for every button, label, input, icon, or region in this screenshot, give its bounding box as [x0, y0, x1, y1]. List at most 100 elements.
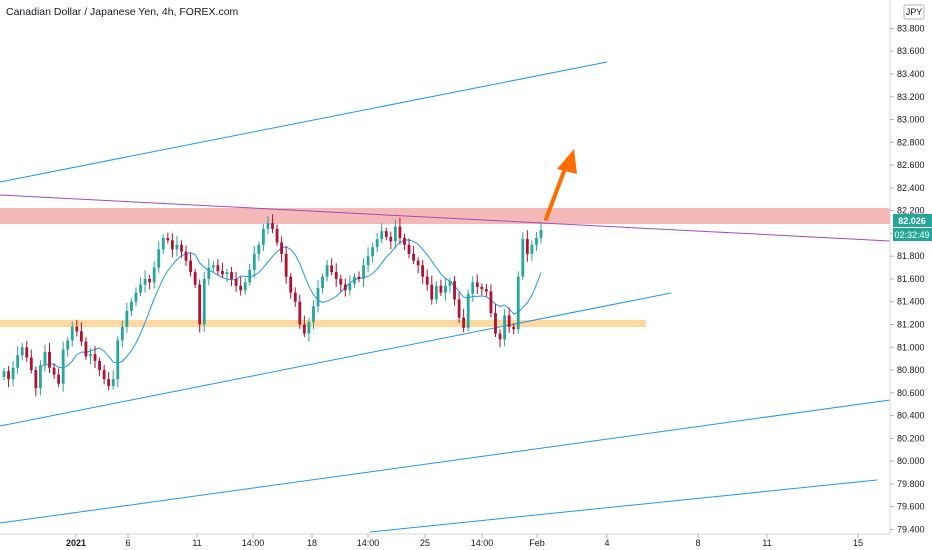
candle[interactable] [52, 363, 56, 379]
candle[interactable] [457, 292, 461, 323]
candle[interactable] [148, 274, 152, 290]
candle[interactable] [475, 274, 479, 294]
candle[interactable] [11, 360, 15, 387]
candle[interactable] [29, 349, 33, 374]
candle[interactable] [16, 346, 20, 374]
candle[interactable] [175, 235, 179, 257]
candle[interactable] [66, 337, 70, 357]
moving-average-line[interactable] [40, 239, 542, 369]
candle[interactable] [535, 231, 538, 251]
candle[interactable] [375, 232, 379, 253]
candle[interactable] [330, 258, 334, 276]
price-axis[interactable]: 83.800 83.600 83.400 83.200 83.000 82.800 82.6… [889, 0, 932, 534]
candle[interactable] [239, 276, 243, 296]
candle[interactable] [280, 236, 284, 262]
candle[interactable] [61, 341, 65, 392]
candle[interactable] [243, 278, 247, 295]
bullish-arrow[interactable] [544, 149, 577, 221]
candle[interactable] [284, 245, 288, 284]
candle[interactable] [211, 260, 215, 273]
candle[interactable] [193, 268, 197, 289]
candle[interactable] [289, 273, 293, 299]
candle[interactable] [384, 227, 388, 241]
candle[interactable] [448, 277, 452, 293]
candle[interactable] [307, 317, 311, 342]
candle[interactable] [25, 341, 29, 362]
candle[interactable] [230, 266, 233, 287]
candle[interactable] [348, 275, 352, 296]
candle[interactable] [202, 271, 206, 332]
currency-badge[interactable]: JPY [903, 4, 925, 20]
candle[interactable] [107, 372, 111, 391]
candle[interactable] [120, 320, 124, 348]
candle[interactable] [453, 275, 456, 306]
candle[interactable] [516, 271, 520, 334]
candle[interactable] [412, 245, 415, 265]
candle[interactable] [70, 321, 74, 347]
candle[interactable] [98, 357, 101, 377]
candle[interactable] [462, 308, 466, 333]
candle[interactable] [380, 223, 384, 244]
candle[interactable] [111, 370, 115, 390]
candle[interactable] [507, 307, 511, 333]
candle[interactable] [389, 231, 393, 250]
candle[interactable] [275, 224, 279, 246]
candle[interactable] [266, 216, 270, 235]
candle[interactable] [471, 276, 475, 302]
candle[interactable] [257, 241, 261, 261]
candle[interactable] [143, 270, 147, 293]
candle[interactable] [48, 342, 51, 374]
candle[interactable] [102, 364, 106, 385]
candle[interactable] [248, 263, 252, 286]
candle[interactable] [353, 273, 356, 288]
candle[interactable] [221, 263, 224, 278]
candle[interactable] [57, 368, 61, 388]
lower-channel-line-2[interactable] [369, 479, 878, 533]
candle[interactable] [525, 230, 529, 262]
candle[interactable] [321, 273, 324, 294]
candle[interactable] [93, 346, 97, 368]
candle[interactable] [312, 300, 315, 330]
candle[interactable] [170, 233, 174, 258]
channel-top-line[interactable] [0, 61, 608, 183]
candle[interactable] [125, 302, 129, 333]
candle[interactable] [434, 281, 438, 304]
candle[interactable] [39, 360, 42, 396]
candle[interactable] [166, 232, 170, 244]
candle[interactable] [2, 367, 6, 381]
candle[interactable] [75, 319, 79, 337]
candle[interactable] [484, 283, 488, 297]
candle[interactable] [444, 277, 447, 301]
candle[interactable] [161, 234, 165, 254]
candle[interactable] [139, 277, 142, 297]
candle[interactable] [316, 280, 320, 313]
candle[interactable] [439, 279, 443, 297]
candle[interactable] [503, 309, 506, 347]
candle[interactable] [157, 241, 161, 273]
candle[interactable] [425, 269, 429, 291]
candle[interactable] [34, 366, 38, 397]
candle[interactable] [43, 344, 47, 372]
candle[interactable] [79, 322, 83, 346]
candle[interactable] [366, 247, 370, 273]
candle[interactable] [416, 257, 420, 274]
lower-channel-line-1[interactable] [0, 399, 891, 524]
candle[interactable] [362, 258, 365, 287]
candle[interactable] [116, 336, 120, 388]
candle[interactable] [198, 279, 202, 333]
descending-resistance-line[interactable] [0, 194, 891, 242]
candle[interactable] [293, 287, 297, 307]
candle[interactable] [403, 233, 406, 251]
candle[interactable] [261, 223, 265, 251]
candle[interactable] [184, 245, 188, 266]
candle[interactable] [371, 242, 375, 263]
candle[interactable] [430, 275, 434, 305]
candle[interactable] [494, 304, 497, 338]
candle[interactable] [334, 263, 338, 287]
candle[interactable] [357, 271, 361, 283]
candle[interactable] [89, 347, 92, 365]
candle[interactable] [407, 238, 411, 259]
support-zone[interactable] [0, 320, 646, 327]
candle[interactable] [539, 222, 543, 244]
